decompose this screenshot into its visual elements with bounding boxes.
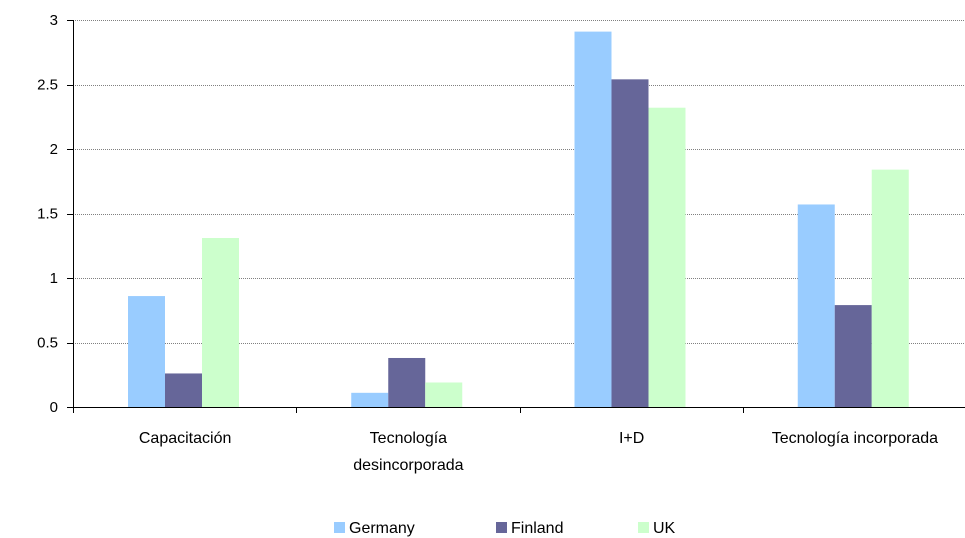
x-category-label-line: Tecnología	[370, 430, 447, 447]
bar-finland	[165, 373, 202, 407]
y-axis-tick-labels: 0 0.5 1 1.5 2 2.5 3	[37, 12, 58, 416]
y-tick-label: 0.5	[37, 335, 58, 352]
axes	[67, 20, 965, 413]
bar-germany	[351, 392, 389, 407]
bar-uk	[871, 169, 909, 407]
x-category-label: Tecnología desincorporada	[353, 430, 463, 474]
y-tick-label: 2	[50, 141, 58, 158]
x-category-label: Tecnología incorporada	[772, 430, 938, 447]
legend: Germany Finland UK	[334, 520, 676, 537]
bar-uk	[648, 107, 686, 407]
bar-germany	[128, 296, 165, 407]
x-category-label-line: I+D	[619, 430, 644, 447]
x-category-label: I+D	[619, 430, 644, 447]
bar-germany	[797, 204, 835, 407]
bar-finland	[834, 305, 872, 407]
bars	[128, 31, 909, 408]
x-category-label-line: Tecnología incorporada	[772, 430, 938, 447]
y-tick-label: 1.5	[37, 206, 58, 223]
x-axis-category-labels: Capacitación Tecnología desincorporada I+D T…	[139, 430, 938, 474]
bar-finland	[388, 357, 426, 407]
y-tick-label: 0	[50, 399, 58, 416]
legend-label-finland: Finland	[511, 520, 563, 537]
bar-germany	[574, 31, 612, 408]
y-tick-label: 1	[50, 270, 58, 287]
legend-label-uk: UK	[653, 520, 676, 537]
bar-uk	[202, 238, 239, 407]
x-category-label-line: Capacitación	[139, 430, 232, 447]
x-category-label: Capacitación	[139, 430, 232, 447]
legend-swatch-finland	[496, 522, 507, 533]
legend-swatch-uk	[638, 522, 649, 533]
bar-uk	[425, 382, 463, 407]
legend-label-germany: Germany	[349, 520, 415, 537]
x-category-label-line: desincorporada	[353, 457, 463, 474]
y-tick-label: 2.5	[37, 77, 58, 94]
bar-finland	[611, 79, 649, 407]
y-tick-label: 3	[50, 12, 58, 29]
legend-swatch-germany	[334, 522, 345, 533]
